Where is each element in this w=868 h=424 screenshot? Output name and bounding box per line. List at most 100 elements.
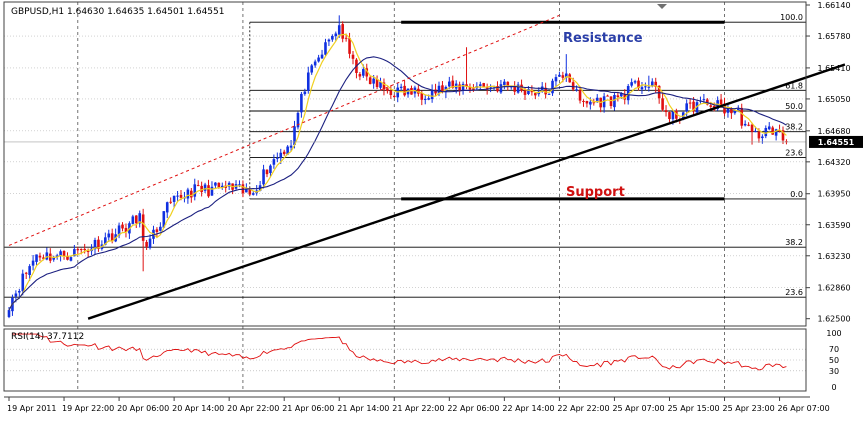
candle-body [654,81,658,87]
candle-body [300,93,303,113]
candle-body [372,78,375,84]
rsi-label: RSI(14) 37.7112 [11,332,84,342]
fib-level-label: 0.0 [790,190,803,199]
candle-body [265,169,269,175]
candle-body [650,81,654,87]
candle-body [375,79,379,88]
candle-body [688,102,692,104]
candle-body [664,110,668,113]
candle-body [286,146,289,155]
candle-body [771,127,774,135]
candle-body [637,80,640,89]
rsi-line [12,333,787,371]
price-tick-label: 1.64680 [817,127,850,136]
candle-body [403,85,406,96]
candle-body [750,124,754,132]
rsi-tick-label: 100 [826,329,841,338]
candle-body [351,54,355,59]
chart-title: GBPUSD,H1 1.64630 1.64635 1.64501 1.6455… [11,7,224,17]
candle-body [595,97,599,103]
candle-body [485,87,489,89]
candle-body [633,81,637,83]
candle-body [148,238,152,248]
resistance-label: Resistance [563,31,643,46]
candle-body [561,75,565,78]
candle-body [73,249,76,257]
candle-body [269,165,272,174]
candle-body [365,68,369,77]
main-panel-border [3,1,807,327]
candle-body [251,193,255,195]
candle-body [207,185,210,197]
annotations: Resistance Support [563,31,643,200]
price-tick-label: 1.62860 [817,284,850,293]
candle-body [59,251,62,256]
candle-body [193,184,197,197]
candle-body [623,94,627,100]
candle-body [571,82,575,90]
candle-body [248,189,252,195]
trend-lines [4,14,846,320]
candle-body [757,131,761,139]
fast-moving-average [8,33,787,311]
candle-body [781,130,785,141]
time-tick-label: 22 Apr 14:00 [502,404,554,413]
fib-level-label: 23.6 [785,149,803,158]
candle-body [695,102,699,113]
candle-body [379,81,382,88]
candle-body [279,152,283,159]
candle-body [306,72,310,91]
time-tick-label: 25 Apr 23:00 [723,404,775,413]
fib-level-label: 38.2 [785,238,803,247]
candle-body [245,189,248,193]
time-axis: 19 Apr 2011 19 Apr 22:00 20 Apr 06:00 20 Ap… [7,397,830,413]
candle-body [169,201,172,203]
candle-body [640,87,644,90]
candle-body [331,35,334,40]
candle-body [386,88,389,92]
candle-body [585,100,589,104]
candle-body [344,37,348,39]
ascending-trendline [87,63,846,320]
rsi-tick-label: 30 [829,367,839,376]
candle-body [165,202,169,213]
candle-body [38,255,42,258]
rsi-tick-label: 50 [829,356,839,365]
candle-body [685,103,688,112]
candle-body [551,80,554,94]
candle-body [214,182,217,186]
candle-body [282,151,286,155]
candle-body [575,89,578,91]
slow-moving-average [8,56,787,311]
candle-body [778,130,781,132]
time-tick-label: 21 Apr 22:00 [392,404,444,413]
candle-body [317,57,320,62]
candle-body [272,159,276,165]
candle-body [740,107,744,126]
candle-body [417,88,420,94]
price-tick-label: 1.62500 [817,315,850,324]
candle-body [754,131,757,133]
candle-body [42,257,45,259]
rsi-panel [4,333,806,372]
candle-body [503,81,506,86]
candle-body [104,237,107,245]
candle-body [186,189,190,199]
candle-body [547,93,551,95]
candle-body [496,86,499,92]
candle-body [117,225,121,236]
candle-body [52,257,56,260]
candle-body [382,82,386,90]
candle-body [179,194,183,198]
price-tick-label: 1.63950 [817,190,850,199]
candle-body [606,95,609,97]
time-tick-label: 19 Apr 2011 [7,404,56,413]
candle-body [613,95,616,108]
candle-body [420,92,424,100]
candle-body [190,190,193,198]
candle-body [702,99,706,101]
candle-body [592,102,596,104]
candle-body [671,111,675,120]
